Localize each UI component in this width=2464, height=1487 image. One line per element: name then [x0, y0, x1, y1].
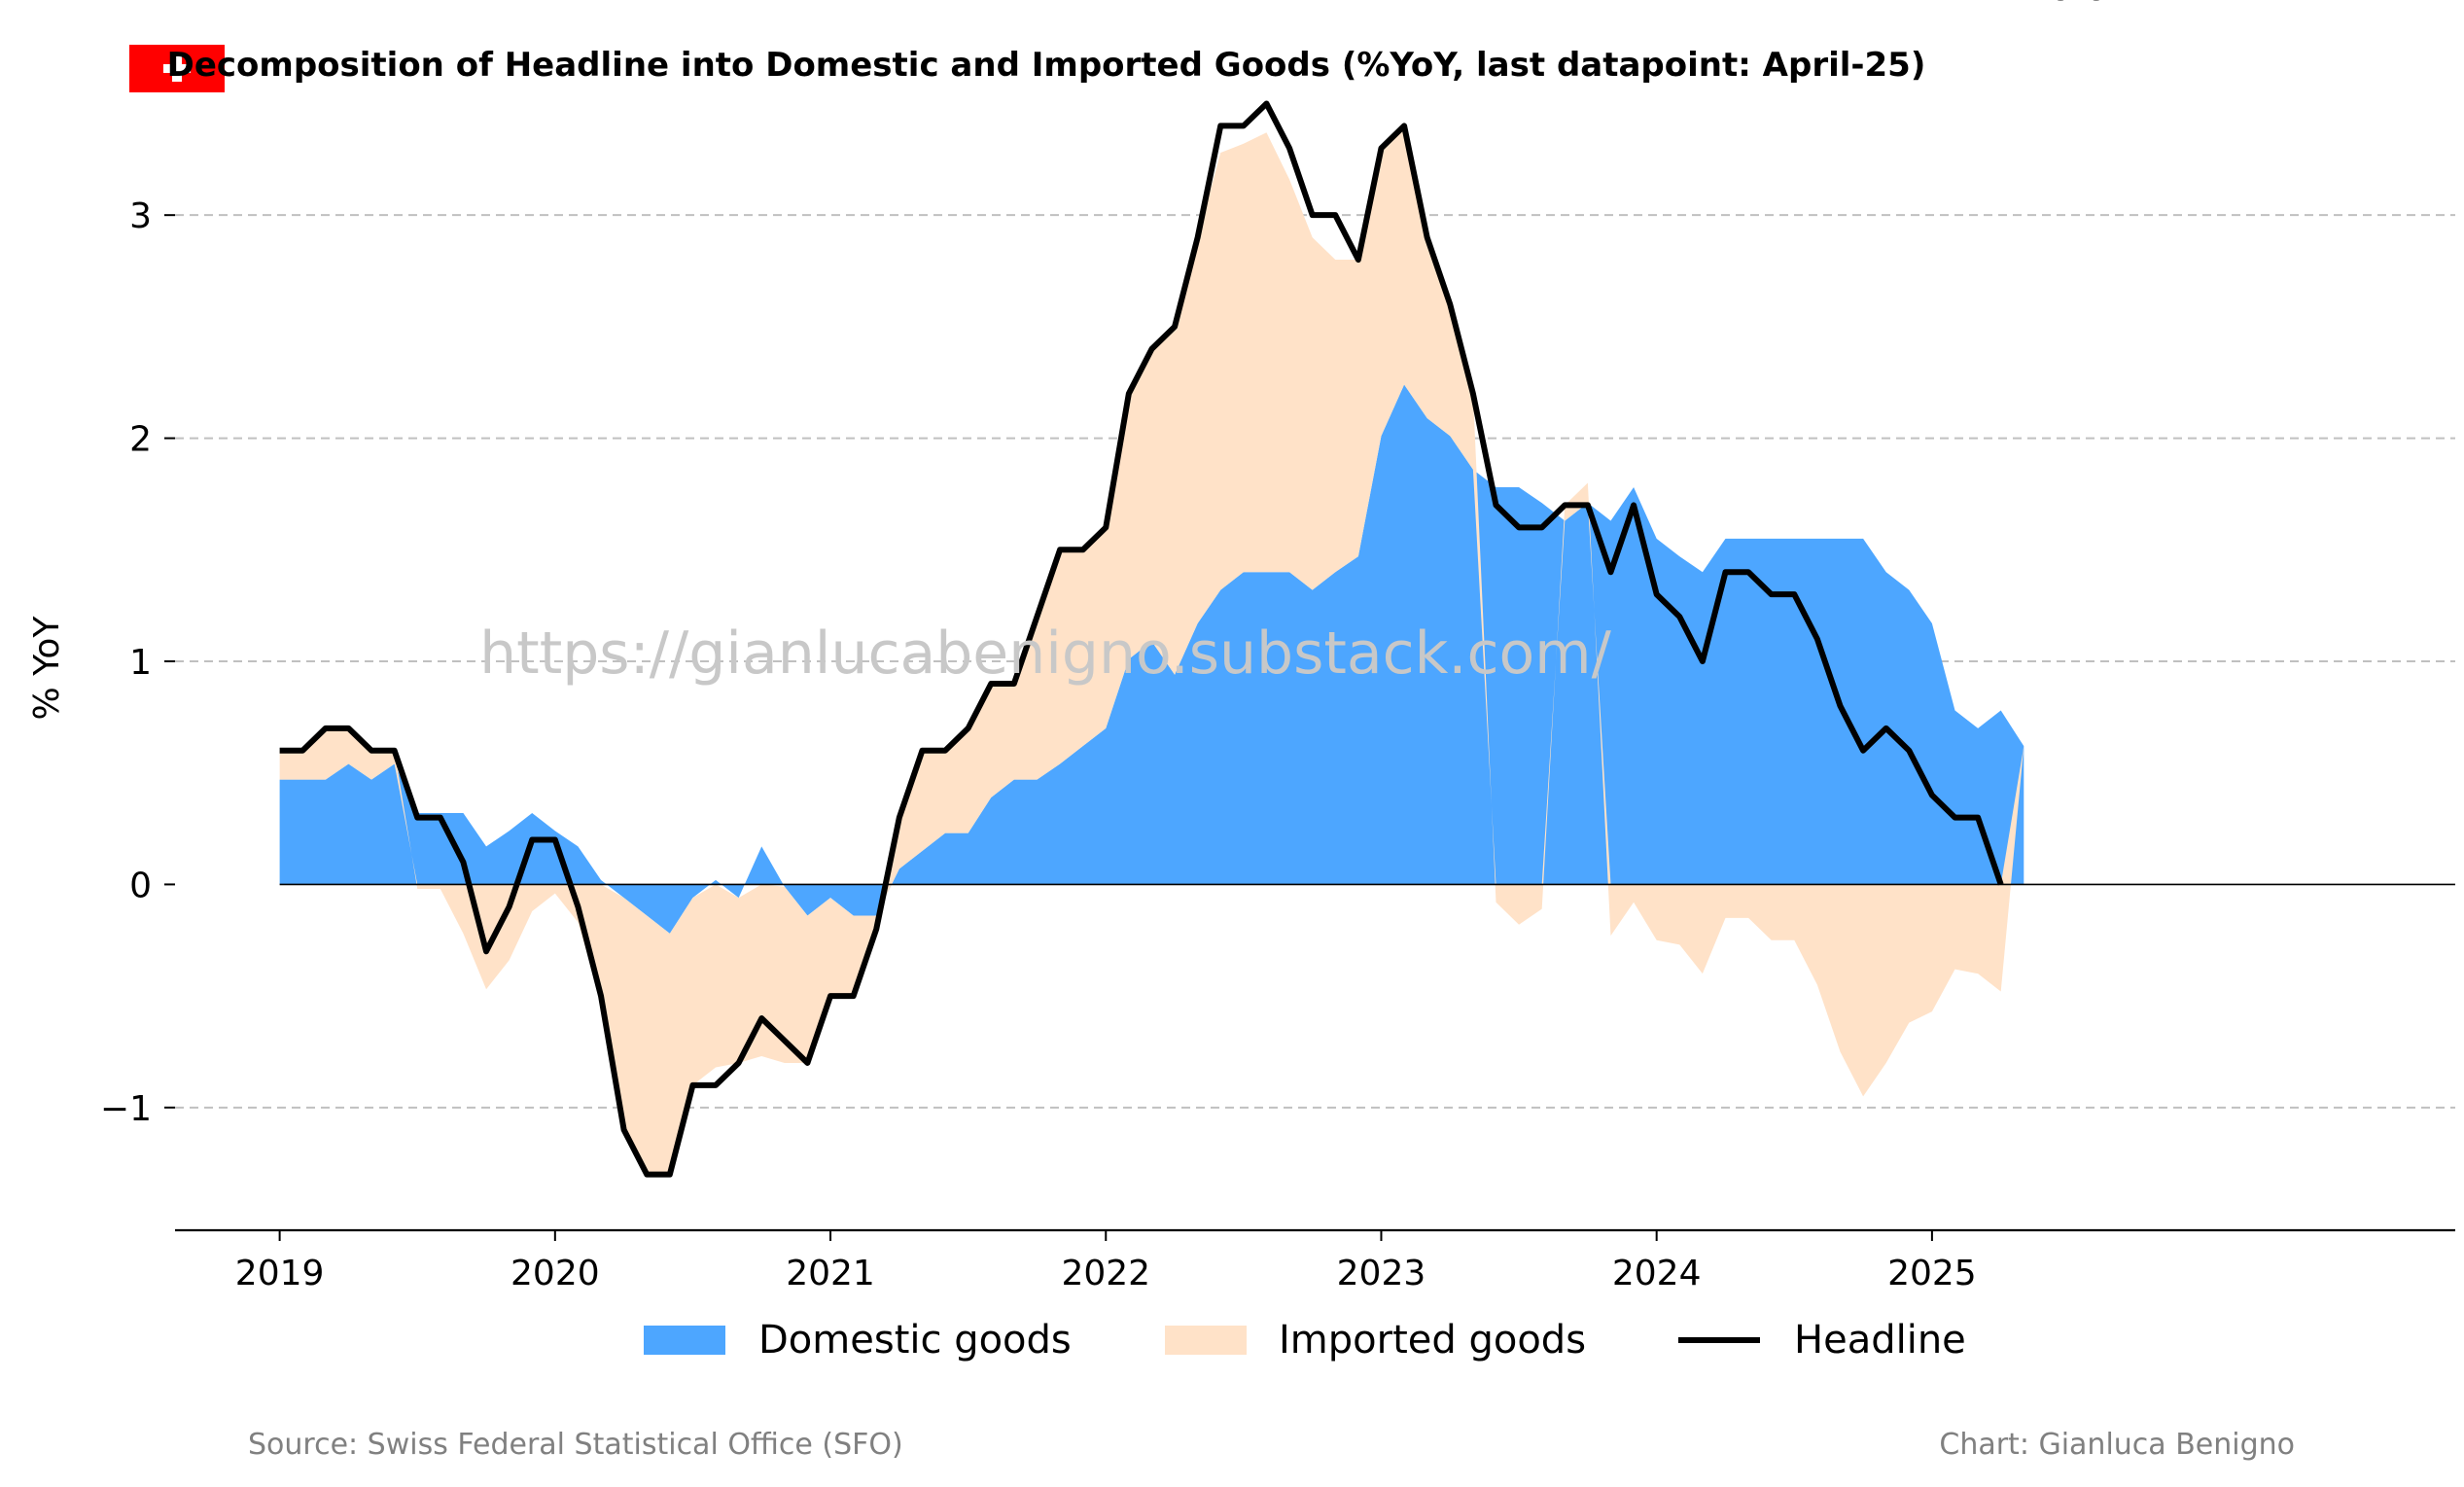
headline-line-group: [279, 100, 2004, 1178]
watermark: https://gianlucabenigno.substack.com/: [479, 620, 1611, 688]
x-tick-label: 2020: [510, 1254, 600, 1293]
legend-item-headline[interactable]: Headline: [1678, 1318, 1966, 1363]
x-tick-label: 2019: [235, 1254, 325, 1293]
y-tick-label: −1: [100, 1089, 152, 1129]
legend-item-imported[interactable]: Imported goods: [1165, 1318, 1586, 1363]
x-tick-label: 2021: [786, 1254, 875, 1293]
legend-item-domestic[interactable]: Domestic goods: [644, 1318, 1072, 1363]
y-axis-label: % YoY: [27, 616, 67, 721]
chart-title: Decomposition of Headline into Domestic …: [167, 46, 1926, 85]
stacked-areas: [279, 125, 2024, 1175]
switzerland-flag-icon: [129, 45, 225, 92]
source-note: Source: Swiss Federal Statistical Office…: [248, 1428, 903, 1462]
x-axis: 2019 2020 2021 2022 2023 2024 2025: [235, 1230, 1977, 1293]
legend-label-headline: Headline: [1794, 1318, 1966, 1363]
chart-credit: Chart: Gianluca Benigno: [1939, 1428, 2295, 1462]
x-tick-label: 2024: [1612, 1254, 1702, 1293]
x-tick-label: 2023: [1337, 1254, 1426, 1293]
y-tick-label: 0: [129, 866, 152, 905]
x-tick-label: 2022: [1061, 1254, 1150, 1293]
y-tick-label: 2: [129, 420, 152, 460]
imported-goods-area: [279, 125, 2024, 1175]
y-axis: −1 0 1 2 3: [100, 196, 175, 1129]
legend-label-imported: Imported goods: [1279, 1318, 1586, 1363]
flag-cross-horizontal: [163, 64, 191, 73]
legend-swatch-imported: [1165, 1326, 1247, 1355]
last-value-label: 0.0: [2049, 0, 2107, 9]
y-tick-label: 1: [129, 643, 152, 683]
headline-line: [279, 100, 2004, 1178]
legend: Domestic goods Imported goods Headline: [644, 1318, 1966, 1363]
legend-swatch-domestic: [644, 1326, 725, 1355]
domestic-goods-area: [279, 384, 2024, 934]
y-tick-label: 3: [129, 196, 152, 236]
x-tick-label: 2025: [1887, 1254, 1977, 1293]
legend-label-domestic: Domestic goods: [758, 1318, 1072, 1363]
